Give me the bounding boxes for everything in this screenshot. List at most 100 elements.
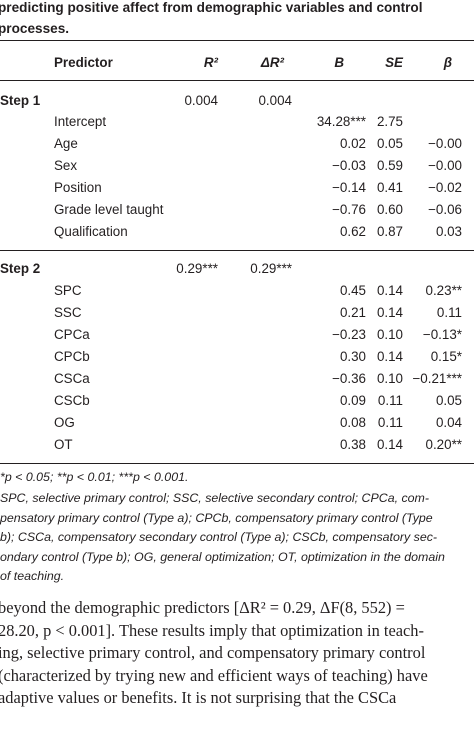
body-line: ing, selective primary control, and comp… xyxy=(0,643,426,662)
beta-value: 0.03 xyxy=(435,224,462,239)
beta-value: −0.21*** xyxy=(412,371,462,386)
se-value: 0.14 xyxy=(376,437,403,452)
b-value: 0.02 xyxy=(339,136,366,151)
step2-row: Step 2 0.29*** 0.29*** xyxy=(0,258,474,280)
abbrev-line: of teaching. xyxy=(0,569,65,583)
beta-value: 0.20** xyxy=(425,437,462,452)
beta-value: −0.02 xyxy=(428,180,462,195)
table-row: Qualification 0.62 0.87 0.03 xyxy=(0,221,474,243)
significance-footnote: *p < 0.05; **p < 0.01; ***p < 0.001. xyxy=(0,470,189,484)
predictor-name: CSCb xyxy=(54,393,90,408)
header-b: B xyxy=(334,55,344,70)
caption-line-2: processes. xyxy=(0,21,70,36)
b-value: 0.45 xyxy=(339,283,366,298)
step2-label: Step 2 xyxy=(0,261,41,276)
table-top-rule xyxy=(0,40,474,41)
table-row: Intercept 34.28*** 2.75 xyxy=(0,111,474,133)
beta-value: −0.13* xyxy=(422,327,462,342)
table-bottom-rule xyxy=(0,463,474,464)
se-value: 0.14 xyxy=(376,283,403,298)
header-beta: β xyxy=(443,55,452,70)
predictor-name: Sex xyxy=(54,158,78,173)
table-row: Position −0.14 0.41 −0.02 xyxy=(0,177,474,199)
step-divider-rule xyxy=(0,250,474,251)
se-value: 0.05 xyxy=(376,136,403,151)
b-value: 0.38 xyxy=(339,437,366,452)
body-paragraph: beyond the demographic predictors [ΔR² =… xyxy=(0,597,474,710)
b-value: −0.03 xyxy=(332,158,366,173)
body-line: adaptive values or benefits. It is not s… xyxy=(0,688,397,707)
body-line: (characterized by trying new and efficie… xyxy=(0,665,428,685)
se-value: 0.14 xyxy=(376,349,403,364)
predictor-name: CPCb xyxy=(54,349,90,364)
se-value: 0.60 xyxy=(376,202,403,217)
predictor-name: Intercept xyxy=(54,114,107,129)
beta-value: 0.04 xyxy=(435,415,462,430)
table-row: OT 0.38 0.14 0.20** xyxy=(0,434,474,456)
beta-value: 0.23** xyxy=(425,283,462,298)
step1-delta-r2: 0.004 xyxy=(258,93,292,108)
beta-value: 0.15* xyxy=(430,349,462,364)
predictor-name: Grade level taught xyxy=(54,202,164,217)
b-value: −0.76 xyxy=(332,202,366,217)
se-value: 0.14 xyxy=(376,305,403,320)
predictor-name: CPCa xyxy=(54,327,90,342)
table-top-rule-2 xyxy=(0,80,474,81)
b-value: 0.09 xyxy=(339,393,366,408)
b-value: −0.36 xyxy=(332,371,366,386)
table-row: Age 0.02 0.05 −0.00 xyxy=(0,133,474,155)
se-value: 0.10 xyxy=(376,371,403,386)
predictor-name: SPC xyxy=(54,283,82,298)
se-value: 0.10 xyxy=(376,327,403,342)
step2-delta-r2: 0.29*** xyxy=(250,261,292,276)
predictor-name: CSCa xyxy=(54,371,90,386)
beta-value: −0.00 xyxy=(428,158,462,173)
se-value: 0.41 xyxy=(376,180,403,195)
se-value: 0.59 xyxy=(376,158,403,173)
b-value: 0.08 xyxy=(339,415,366,430)
se-value: 0.11 xyxy=(377,393,403,408)
abbrev-line: SPC, selective primary control; SSC, sel… xyxy=(0,491,430,505)
table-row: CSCb 0.09 0.11 0.05 xyxy=(0,390,474,412)
step1-row: Step 1 0.004 0.004 xyxy=(0,90,474,112)
table-row: CSCa −0.36 0.10 −0.21*** xyxy=(0,368,474,390)
table-row: Sex −0.03 0.59 −0.00 xyxy=(0,155,474,177)
table-caption: predicting positive affect from demograp… xyxy=(0,0,474,39)
header-predictor: Predictor xyxy=(54,55,113,70)
b-value: 0.62 xyxy=(339,224,366,239)
se-value: 2.75 xyxy=(376,114,403,129)
b-value: −0.23 xyxy=(332,327,366,342)
table-row: CPCb 0.30 0.14 0.15* xyxy=(0,346,474,368)
step2-r2: 0.29*** xyxy=(176,261,218,276)
predictor-name: Position xyxy=(54,180,102,195)
caption-line-1: predicting positive affect from demograp… xyxy=(0,0,423,15)
b-value: 0.30 xyxy=(339,349,366,364)
header-r2: R² xyxy=(203,55,218,70)
abbrev-line: ondary control (Type b); OG, general opt… xyxy=(0,549,445,564)
beta-value: 0.05 xyxy=(435,393,462,408)
predictor-name: SSC xyxy=(54,305,82,320)
beta-value: −0.00 xyxy=(428,136,462,151)
table-row: OG 0.08 0.11 0.04 xyxy=(0,412,474,434)
abbrev-line: pensatory primary control (Type a); CPCb… xyxy=(0,510,433,525)
b-value: 0.21 xyxy=(339,305,366,320)
table-header-row: Predictor R² ΔR² B SE β xyxy=(0,52,474,74)
beta-value: −0.06 xyxy=(428,202,462,217)
abbreviation-footnote: SPC, selective primary control; SSC, sel… xyxy=(0,489,474,587)
header-se: SE xyxy=(385,55,403,70)
beta-value: 0.11 xyxy=(436,305,462,320)
b-value: −0.14 xyxy=(332,180,366,195)
se-value: 0.87 xyxy=(376,224,403,239)
table-row: SSC 0.21 0.14 0.11 xyxy=(0,302,474,324)
predictor-name: Age xyxy=(54,136,78,151)
body-line: 28.20, p < 0.001]. These results imply t… xyxy=(0,620,424,640)
predictor-name: Qualification xyxy=(54,224,128,239)
step1-r2: 0.004 xyxy=(184,93,218,108)
predictor-name: OT xyxy=(54,437,73,452)
body-line: beyond the demographic predictors [ΔR² =… xyxy=(0,598,405,617)
table-row: CPCa −0.23 0.10 −0.13* xyxy=(0,324,474,346)
table-row: Grade level taught −0.76 0.60 −0.06 xyxy=(0,199,474,221)
b-value: 34.28*** xyxy=(316,114,366,129)
predictor-name: OG xyxy=(54,415,75,430)
header-delta-r2: ΔR² xyxy=(260,55,284,70)
